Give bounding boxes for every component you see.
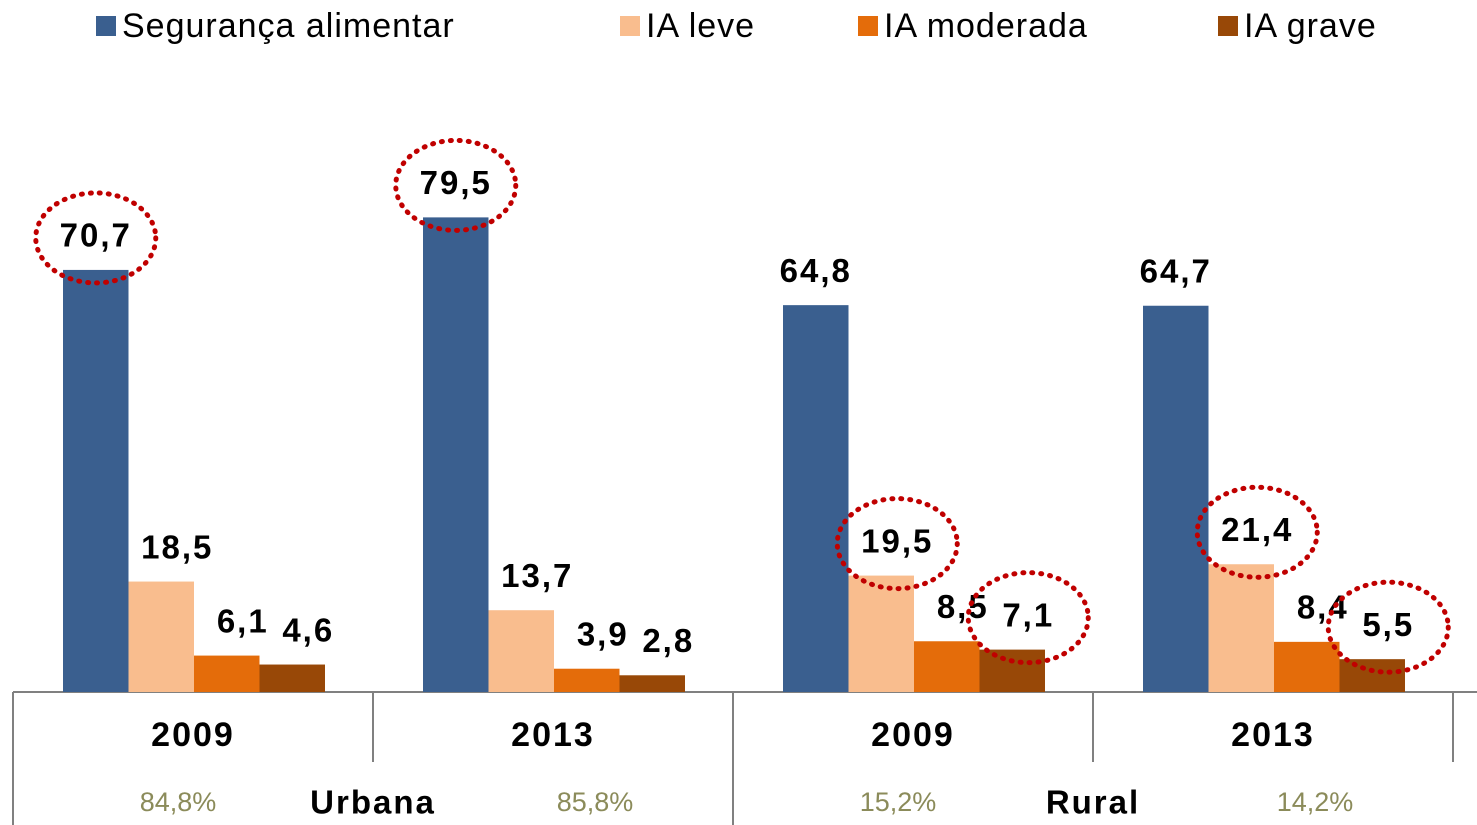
bar (783, 305, 849, 692)
bar (63, 269, 129, 692)
group-label: Urbana (310, 784, 436, 821)
x-tick-label: 2009 (151, 716, 235, 754)
highlight-circle (393, 137, 519, 233)
data-label: 18,5 (141, 528, 213, 565)
data-label: 3,9 (577, 615, 629, 652)
legend-label: IA moderada (884, 7, 1088, 45)
highlight-circle (33, 190, 159, 286)
data-label: 79,5 (420, 164, 492, 201)
data-label: 4,6 (282, 611, 334, 648)
highlight-circle (834, 496, 960, 592)
bar (194, 655, 260, 692)
bar (423, 217, 489, 692)
data-label: 5,5 (1362, 606, 1414, 643)
highlight-circle (1325, 579, 1451, 675)
data-label: 70,7 (60, 217, 132, 254)
data-label: 64,8 (780, 252, 852, 289)
data-label: 6,1 (217, 602, 269, 639)
highlight-circle (1194, 484, 1320, 580)
category-note: 15,2% (860, 787, 937, 817)
x-tick-label: 2009 (871, 716, 955, 754)
data-label: 8,5 (937, 588, 989, 625)
bar (1339, 659, 1405, 692)
category-note: 85,8% (557, 787, 634, 817)
bar (128, 581, 194, 692)
legend-swatch (96, 16, 116, 36)
bar (1208, 564, 1274, 692)
bar (619, 675, 685, 692)
bar (979, 649, 1045, 692)
bar (914, 641, 980, 692)
data-label: 2,8 (642, 622, 694, 659)
x-tick-label: 2013 (1231, 716, 1315, 754)
category-note: 14,2% (1277, 787, 1354, 817)
group-label: Rural (1046, 784, 1140, 821)
bar (488, 610, 554, 692)
data-label: 8,4 (1297, 589, 1349, 626)
data-label: 21,4 (1221, 511, 1293, 548)
bar (1143, 305, 1209, 692)
legend-label: Segurança alimentar (122, 7, 455, 45)
legend-label: IA leve (646, 7, 755, 45)
data-label: 13,7 (501, 557, 573, 594)
bar (259, 664, 325, 692)
bar (1274, 641, 1340, 692)
highlight-circle (965, 570, 1091, 666)
category-note: 84,8% (140, 787, 217, 817)
legend-swatch (858, 16, 878, 36)
data-label: 7,1 (1002, 596, 1054, 633)
x-tick-label: 2013 (511, 716, 595, 754)
legend-swatch (1218, 16, 1238, 36)
legend-swatch (620, 16, 640, 36)
bar (554, 668, 620, 692)
data-label: 19,5 (861, 522, 933, 559)
bar (848, 575, 914, 692)
data-label: 64,7 (1140, 252, 1212, 289)
legend-label: IA grave (1244, 7, 1377, 45)
